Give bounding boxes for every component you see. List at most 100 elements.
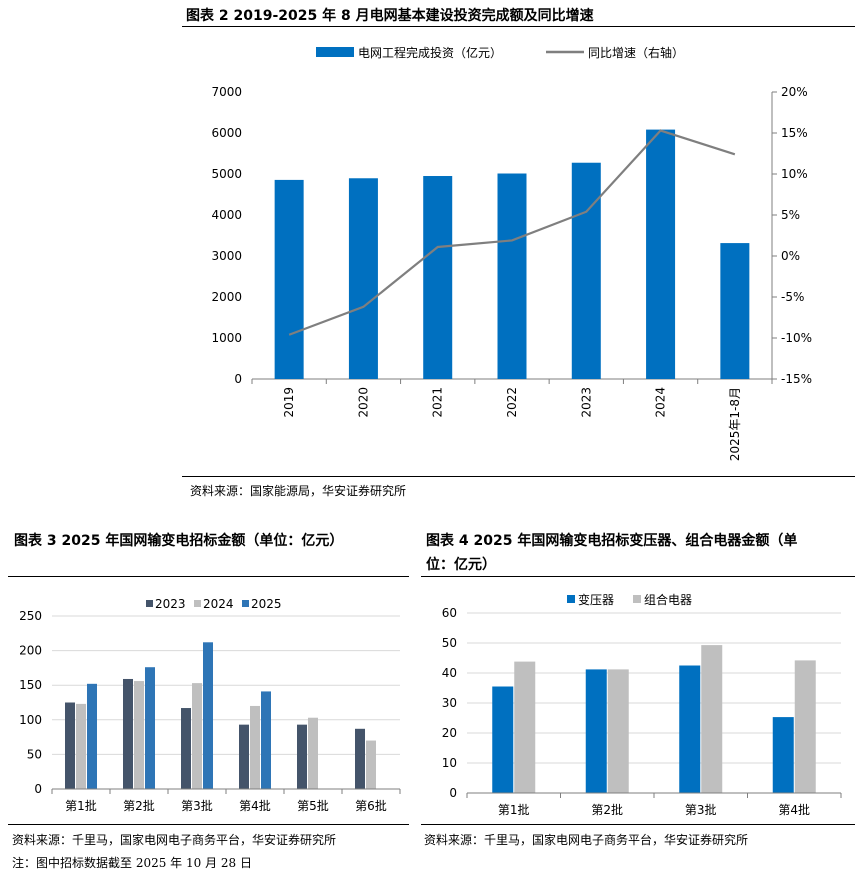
x-tick-label: 2023: [579, 387, 593, 418]
legend-2024-swatch: [194, 600, 201, 607]
x-tick-label: 2024: [654, 387, 668, 418]
figure4-title-line2: 位：亿元）: [426, 557, 496, 573]
x-tick-label: 第4批: [778, 802, 810, 817]
figure2-bars: [274, 129, 750, 379]
bar-transformer: [679, 665, 701, 793]
legend-2024-label: 2024: [203, 597, 234, 611]
figure3-gridlines: [52, 615, 400, 755]
figure4-source-rule: [421, 824, 855, 825]
bar-2024: [366, 740, 376, 789]
legend-gis-swatch: [633, 595, 641, 603]
y-tick-label: 0: [449, 786, 457, 800]
figure4-title-line1: 图表 4 2025 年国网输变电招标变压器、组合电器金额（单: [426, 533, 798, 549]
x-tick-label: 第1批: [65, 798, 97, 813]
right-axis-tick-label: -15%: [781, 372, 812, 386]
legend-transformer-swatch: [567, 595, 575, 603]
bar-2023: [355, 728, 365, 789]
x-tick-label: 第5批: [297, 798, 329, 813]
y-tick-label: 3000: [211, 249, 242, 263]
right-axis-tick-label: -5%: [781, 290, 804, 304]
investment-bar: [423, 176, 453, 379]
bar-2024: [76, 703, 86, 789]
bar-gis: [607, 669, 629, 793]
right-axis-tick-label: 10%: [781, 167, 808, 181]
figure4-source: 资料来源：千里马，国家电网电子商务平台，华安证券研究所: [424, 833, 749, 847]
y-tick-label: 50: [27, 747, 42, 761]
right-axis-tick-label: 5%: [781, 208, 800, 222]
y-tick-label: 100: [19, 713, 42, 727]
right-axis-tick-label: 20%: [781, 85, 808, 99]
investment-bar: [497, 173, 527, 379]
figure4-legend: 变压器 组合电器: [567, 592, 692, 607]
x-tick-label: 第6批: [355, 798, 387, 813]
figure2-x-ticks: 2019 2020 2021 2022 2023 2024 2025年1-8月: [251, 379, 773, 461]
bar-transformer: [492, 686, 514, 793]
bar-2023: [181, 708, 191, 789]
bar-2023: [297, 724, 307, 789]
legend-gis-label: 组合电器: [644, 592, 692, 607]
figure3-chart: 2023 2024 2025 0 50 100 150 200 250 第1批 第2批 第3批…: [19, 597, 401, 813]
y-tick-label: 1000: [211, 331, 242, 345]
figure3-x-ticks: 第1批 第2批 第3批 第4批 第5批 第6批: [51, 789, 401, 813]
y-tick-label: 150: [19, 678, 42, 692]
y-tick-label: 7000: [211, 85, 242, 99]
bar-2025: [261, 691, 271, 789]
x-tick-label: 第3批: [181, 798, 213, 813]
y-tick-label: 50: [442, 636, 457, 650]
figure2-right-axis-ticks: -15% -10% -5% 0% 5% 10% 15% 20%: [771, 85, 812, 386]
x-tick-label: 第4批: [239, 798, 271, 813]
x-tick-label: 第2批: [591, 802, 623, 817]
investment-bar: [274, 179, 304, 379]
bar-2025: [87, 683, 97, 789]
legend-transformer-label: 变压器: [578, 592, 614, 607]
x-tick-label: 2021: [431, 387, 445, 418]
y-tick-label: 6000: [211, 126, 242, 140]
figure2-chart: 电网工程完成投资（亿元） 同比增速（右轴） 0 1000 2000 3000 4000 5…: [211, 45, 812, 461]
figure3-y-ticks: 0 50 100 150 200 250: [19, 609, 42, 796]
figure3-note: 注：图中招标数据截至 2025 年 10 月 28 日: [12, 856, 252, 870]
x-tick-label: 2025年1-8月: [728, 387, 742, 461]
y-tick-label: 5000: [211, 167, 242, 181]
investment-bar: [720, 243, 750, 379]
figure2-title-rule: [182, 26, 855, 27]
figure3-title: 图表 3 2025 年国网输变电招标金额（单位：亿元）: [14, 533, 344, 549]
bar-2023: [123, 678, 133, 789]
y-tick-label: 4000: [211, 208, 242, 222]
y-tick-label: 2000: [211, 290, 242, 304]
x-tick-label: 2022: [505, 387, 519, 418]
investment-bar: [571, 162, 601, 379]
investment-bar: [646, 129, 676, 379]
legend-2023-swatch: [146, 600, 153, 607]
right-axis-tick-label: 15%: [781, 126, 808, 140]
legend-2023-label: 2023: [155, 597, 186, 611]
figure4-x-ticks: 第1批 第2批 第3批 第4批: [466, 793, 842, 817]
bar-2025: [145, 667, 155, 789]
figure2-growth-line: [288, 129, 736, 336]
figure2-source-rule: [182, 476, 855, 477]
bar-2024: [250, 705, 260, 789]
bar-2025: [203, 642, 213, 789]
figure2-left-axis-ticks: 0 1000 2000 3000 4000 5000 6000 7000: [211, 85, 242, 386]
x-tick-label: 2019: [282, 387, 296, 418]
bar-transformer: [585, 669, 607, 793]
y-tick-label: 10: [442, 756, 457, 770]
legend-bar-swatch: [316, 47, 354, 57]
figure2-source: 资料来源：国家能源局，华安证券研究所: [190, 484, 407, 498]
y-tick-label: 40: [442, 666, 457, 680]
y-tick-label: 0: [34, 782, 42, 796]
bar-2023: [65, 702, 75, 789]
y-tick-label: 60: [442, 606, 457, 620]
figure3-title-rule: [8, 576, 409, 577]
bar-gis: [701, 645, 723, 793]
investment-bar: [348, 178, 378, 379]
legend-line-label: 同比增速（右轴）: [588, 45, 684, 60]
bar-2024: [308, 717, 318, 789]
bar-gis: [514, 661, 536, 793]
y-tick-label: 250: [19, 609, 42, 623]
figure3-bars: [65, 642, 376, 789]
right-axis-tick-label: 0%: [781, 249, 800, 263]
figure4-bars: [492, 645, 816, 793]
y-tick-label: 30: [442, 696, 457, 710]
figure2-title: 图表 2 2019-2025 年 8 月电网基本建设投资完成额及同比增速: [186, 8, 594, 24]
y-tick-label: 0: [234, 372, 242, 386]
